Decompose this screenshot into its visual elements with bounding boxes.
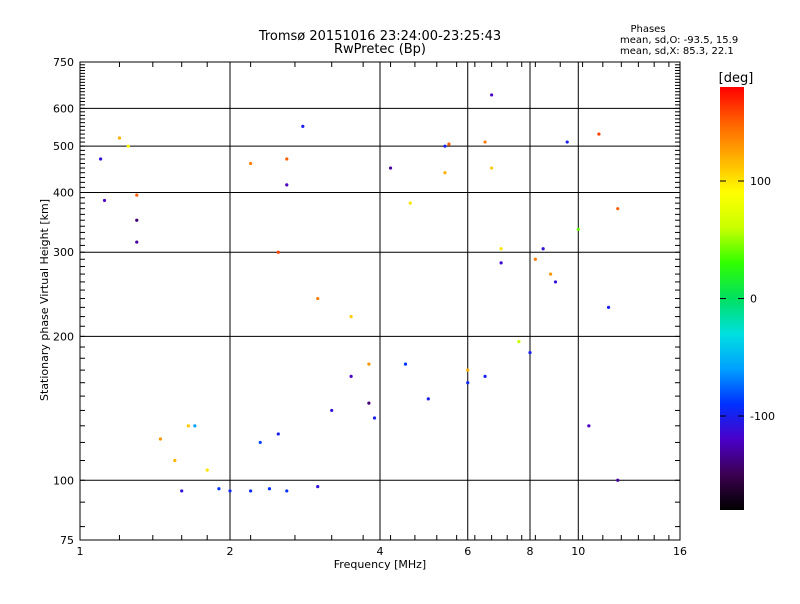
axis-ticks: 1 2 4 6 8 10 16 75 100 200 300 400 500 600 750 bbox=[53, 56, 687, 558]
phase-info-line1: mean, sd,O: -93.5, 15.9 bbox=[620, 35, 738, 46]
data-point bbox=[587, 424, 591, 428]
data-point bbox=[443, 171, 447, 175]
data-point bbox=[276, 432, 280, 436]
y-tick-label: 600 bbox=[53, 102, 74, 115]
data-point bbox=[483, 140, 487, 144]
y-axis-label: Stationary phase Virtual Height [km] bbox=[38, 199, 51, 401]
data-point bbox=[388, 166, 393, 170]
colorbar-tick-label: 0 bbox=[750, 293, 757, 306]
data-point bbox=[466, 368, 470, 372]
data-point bbox=[285, 489, 289, 493]
colorbar-ticks: 100 0 -100 bbox=[720, 175, 775, 423]
data-point bbox=[117, 136, 122, 140]
data-point bbox=[490, 93, 494, 97]
data-point bbox=[541, 247, 545, 251]
data-point bbox=[443, 144, 447, 148]
data-point bbox=[447, 142, 451, 146]
data-point bbox=[499, 261, 503, 265]
y-tick-label: 500 bbox=[53, 140, 74, 153]
data-point bbox=[258, 440, 262, 445]
data-point bbox=[316, 485, 320, 489]
phase-info-line2: mean, sd,X: 85.3, 22.1 bbox=[620, 46, 734, 57]
data-point bbox=[616, 207, 620, 211]
data-point bbox=[301, 124, 305, 128]
grid-lines bbox=[80, 62, 680, 540]
data-point bbox=[186, 424, 190, 428]
data-point bbox=[408, 201, 412, 205]
colorbar-tick-label: 100 bbox=[750, 175, 771, 188]
phase-info-heading: Phases bbox=[630, 24, 665, 35]
y-tick-label: 200 bbox=[53, 330, 74, 343]
data-point bbox=[267, 487, 272, 491]
y-tick-label: 100 bbox=[53, 474, 74, 487]
chart-title: Tromsø 20151016 23:24:00-23:25:43 bbox=[258, 29, 501, 44]
data-point bbox=[490, 166, 494, 170]
data-point bbox=[102, 198, 107, 203]
data-point bbox=[499, 247, 503, 251]
data-points bbox=[99, 93, 620, 493]
data-point bbox=[483, 374, 487, 378]
data-point bbox=[533, 257, 537, 261]
chart-subtitle: RwPretec (Bp) bbox=[334, 42, 426, 57]
data-point bbox=[135, 218, 139, 222]
x-tick-label: 6 bbox=[464, 545, 471, 558]
y-tick-label: 400 bbox=[53, 186, 74, 199]
data-point bbox=[158, 437, 163, 441]
data-point bbox=[372, 416, 377, 420]
data-point bbox=[276, 250, 280, 254]
x-tick-label: 4 bbox=[377, 545, 384, 558]
x-axis-label: Frequency [MHz] bbox=[334, 558, 426, 571]
data-point bbox=[403, 362, 408, 366]
data-point bbox=[606, 305, 611, 309]
data-point bbox=[517, 340, 521, 344]
x-tick-label: 8 bbox=[527, 545, 534, 558]
data-point bbox=[576, 227, 580, 231]
data-point bbox=[135, 193, 139, 197]
data-point bbox=[249, 489, 253, 493]
data-point bbox=[217, 487, 221, 491]
data-point bbox=[349, 374, 353, 378]
data-point bbox=[565, 140, 569, 144]
x-tick-label: 1 bbox=[77, 545, 84, 558]
data-point bbox=[126, 144, 130, 148]
colorbar-tick-label: -100 bbox=[750, 410, 775, 423]
x-tick-label: 16 bbox=[673, 545, 687, 558]
data-point bbox=[466, 381, 470, 385]
data-point bbox=[193, 424, 197, 428]
data-point bbox=[597, 132, 601, 136]
y-tick-label: 75 bbox=[60, 534, 74, 547]
data-point bbox=[528, 350, 532, 355]
data-point bbox=[228, 489, 232, 493]
data-point bbox=[285, 157, 289, 161]
data-point bbox=[285, 183, 289, 187]
data-point bbox=[616, 478, 620, 482]
data-point bbox=[173, 458, 177, 463]
data-point bbox=[367, 401, 371, 405]
colorbar-label: [deg] bbox=[719, 71, 754, 86]
data-point bbox=[205, 468, 209, 472]
data-point bbox=[180, 489, 184, 493]
data-point bbox=[135, 240, 139, 244]
data-point bbox=[553, 280, 558, 284]
data-point bbox=[99, 157, 103, 161]
data-point bbox=[549, 272, 553, 276]
data-point bbox=[330, 408, 334, 413]
data-point bbox=[249, 161, 253, 166]
data-point bbox=[367, 362, 371, 366]
data-point bbox=[349, 315, 353, 319]
data-point bbox=[426, 397, 430, 401]
x-tick-label: 10 bbox=[571, 545, 585, 558]
data-point bbox=[316, 296, 320, 301]
y-tick-label: 750 bbox=[53, 56, 74, 69]
y-tick-label: 300 bbox=[53, 246, 74, 259]
x-tick-label: 2 bbox=[227, 545, 234, 558]
